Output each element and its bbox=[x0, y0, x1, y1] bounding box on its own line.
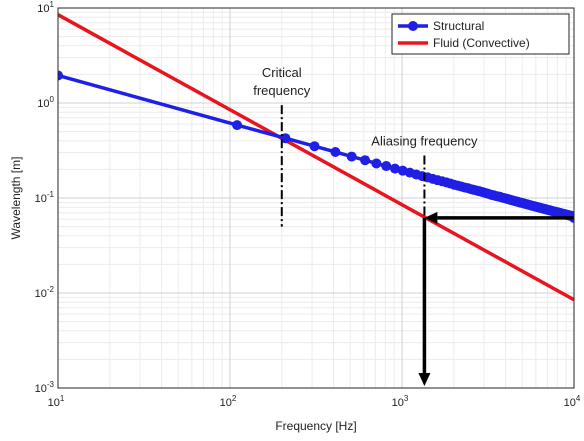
y-tick-label: 100 bbox=[37, 95, 54, 110]
structural-data-point bbox=[310, 141, 320, 151]
structural-legend-marker bbox=[408, 21, 418, 31]
structural-data-point bbox=[360, 155, 370, 165]
y-tick-label: 101 bbox=[37, 0, 54, 15]
structural-data-point bbox=[347, 152, 357, 162]
x-tick-labels: 101 102 103 104 bbox=[48, 394, 581, 409]
x-tick-label: 102 bbox=[220, 394, 237, 409]
y-axis-label: Wavelength [m] bbox=[9, 157, 23, 240]
y-tick-label: 10-2 bbox=[35, 285, 55, 300]
x-axis-label: Frequency [Hz] bbox=[275, 419, 356, 433]
structural-data-point bbox=[371, 158, 381, 168]
fluid-convective-legend-label: Fluid (Convective) bbox=[433, 36, 530, 50]
aliasing-frequency-label: Aliasing frequency bbox=[371, 134, 478, 149]
structural-legend-label: Structural bbox=[433, 19, 484, 33]
structural-data-point bbox=[330, 147, 340, 157]
structural-data-point bbox=[232, 120, 242, 130]
y-tick-label: 10-1 bbox=[35, 190, 55, 205]
legend: Structural Fluid (Convective) bbox=[392, 14, 569, 54]
structural-data-point bbox=[381, 161, 391, 171]
x-tick-label: 104 bbox=[564, 394, 581, 409]
y-tick-label: 10-3 bbox=[35, 380, 55, 395]
x-tick-label: 101 bbox=[48, 394, 65, 409]
x-tick-label: 103 bbox=[392, 394, 409, 409]
critical-frequency-label: frequency bbox=[253, 83, 311, 98]
critical-frequency-label: Critical bbox=[262, 65, 302, 80]
y-tick-labels: 10-3 10-2 10-1 100 101 bbox=[35, 0, 55, 395]
